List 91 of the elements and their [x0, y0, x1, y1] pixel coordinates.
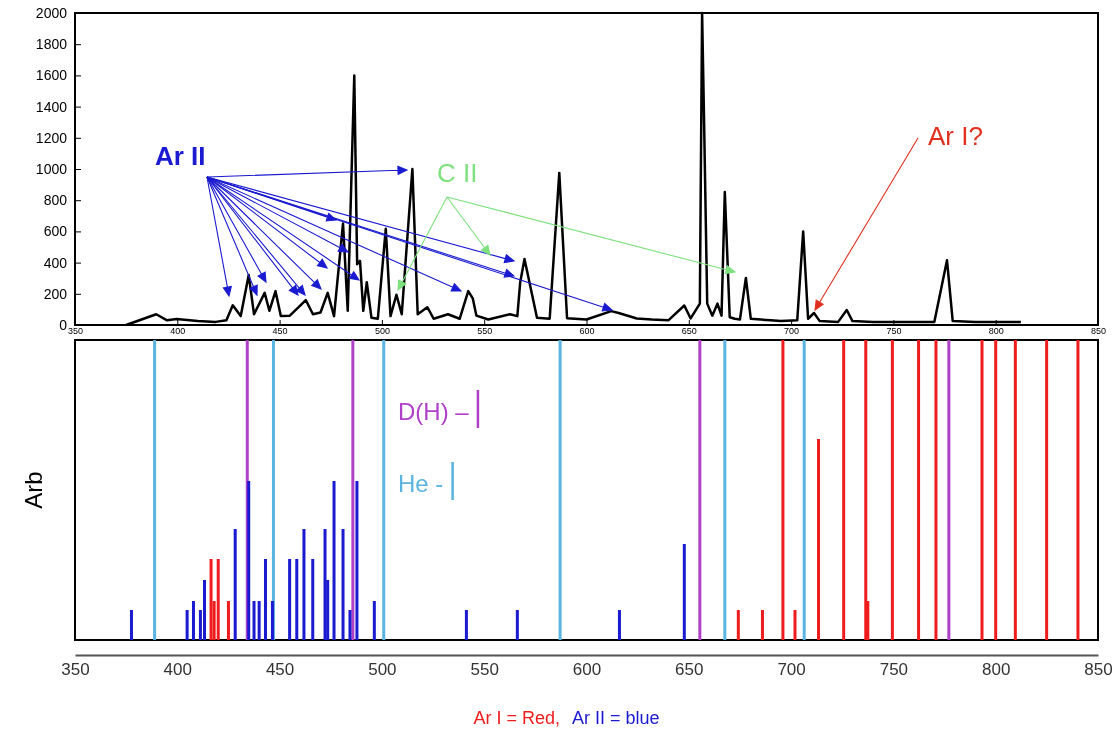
bar	[723, 340, 727, 640]
bar	[302, 529, 306, 640]
y-tick-label: 1200	[35, 129, 68, 146]
x-tick-label: 850	[1090, 326, 1107, 337]
legend-label: He -	[398, 470, 444, 497]
annotation: Ar I?	[928, 121, 983, 151]
x-tick-label: 800	[982, 660, 1011, 680]
y-tick-label: 1000	[35, 160, 68, 177]
x-tick-label: 800	[988, 326, 1004, 337]
y-tick-label: 1800	[35, 36, 68, 53]
x-tick-label: 550	[470, 660, 499, 680]
bar	[1045, 340, 1049, 640]
bar	[864, 340, 868, 640]
annotation: C II	[437, 158, 478, 188]
bar	[247, 481, 251, 640]
bar	[736, 610, 740, 640]
y-tick-label: 800	[43, 192, 68, 209]
bar	[341, 529, 345, 640]
bar	[332, 481, 336, 640]
bar	[890, 340, 894, 640]
bar	[934, 340, 938, 640]
y-tick-label: 1600	[35, 67, 68, 84]
bar	[842, 340, 846, 640]
annotation: Ar II	[155, 141, 206, 171]
x-tick-label: 500	[368, 660, 397, 680]
x-tick-label: 450	[272, 326, 288, 337]
bar	[372, 601, 376, 640]
bar	[191, 601, 195, 640]
bar	[233, 529, 237, 640]
bar	[617, 610, 621, 640]
x-tick-label: 600	[572, 660, 602, 680]
y-tick-label: 200	[43, 285, 68, 302]
y-tick-label: 1400	[35, 98, 68, 115]
bar	[682, 544, 686, 640]
bar	[1076, 340, 1080, 640]
bar	[947, 340, 951, 640]
bar	[464, 610, 468, 640]
bar	[515, 610, 519, 640]
x-tick-label: 600	[579, 326, 595, 337]
x-tick-label: 650	[681, 326, 697, 337]
y-tick-label: 2000	[35, 4, 68, 21]
y-axis-title: Arb	[20, 471, 47, 509]
bar	[311, 559, 315, 640]
x-tick-label: 450	[265, 660, 295, 680]
bar	[348, 610, 352, 640]
bar	[760, 610, 764, 640]
bar	[802, 340, 806, 640]
bar	[994, 340, 998, 640]
bar	[980, 340, 984, 640]
x-tick-label: 700	[777, 660, 806, 680]
bar	[226, 601, 230, 640]
bar	[288, 559, 292, 640]
x-tick-label: 350	[61, 660, 90, 680]
bar	[209, 559, 213, 640]
legend-label: D(H) –	[398, 398, 470, 425]
bar	[270, 601, 274, 640]
bar	[271, 340, 275, 640]
bar	[203, 580, 207, 640]
x-tick-label: 550	[477, 326, 493, 337]
bar	[295, 559, 299, 640]
x-tick-label: 400	[163, 660, 192, 680]
x-tick-label: 700	[784, 326, 800, 337]
x-tick-label: 850	[1084, 660, 1113, 680]
bar	[185, 610, 189, 640]
bar	[153, 340, 157, 640]
bar	[558, 340, 562, 640]
bar	[781, 340, 785, 640]
bar	[263, 559, 267, 640]
y-tick-label: 400	[43, 254, 68, 271]
text: Ar II = blue	[572, 708, 660, 728]
bar	[917, 340, 921, 640]
x-tick-label: 350	[67, 326, 84, 337]
bar	[698, 340, 702, 640]
bar	[382, 340, 386, 640]
bar	[1013, 340, 1017, 640]
x-tick-label: 650	[675, 660, 704, 680]
y-tick-label: 0	[59, 316, 68, 333]
bar	[129, 610, 133, 640]
x-tick-label: 400	[170, 326, 186, 337]
y-tick-label: 600	[43, 223, 68, 240]
bar	[817, 439, 821, 640]
bar	[793, 610, 797, 640]
bar	[216, 559, 220, 640]
bar	[257, 601, 261, 640]
bar	[252, 601, 256, 640]
bar	[351, 340, 355, 640]
x-tick-label: 500	[374, 326, 390, 337]
bar	[355, 481, 359, 640]
x-tick-label: 750	[879, 660, 909, 680]
x-tick-label: 750	[886, 326, 902, 337]
text: Ar I = Red,	[473, 708, 560, 728]
